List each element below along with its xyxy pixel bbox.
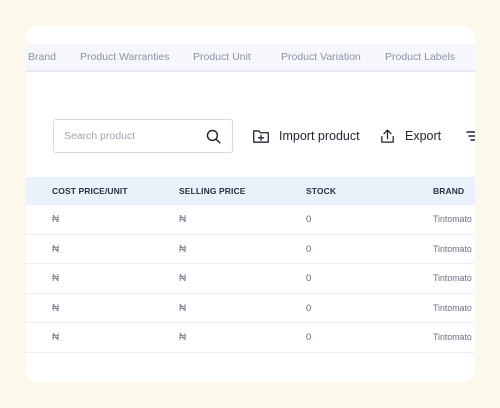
brand-cell: Tintomato <box>433 243 472 254</box>
cost-price-cell: ₦ <box>52 214 60 225</box>
column-header-stock[interactable]: STOCK <box>306 186 337 196</box>
selling-price-cell: ₦ <box>179 214 187 225</box>
stock-cell: 0 <box>306 214 312 225</box>
import-product-button[interactable]: Import product <box>252 126 360 146</box>
search-box <box>53 119 233 153</box>
tab-product-labels[interactable]: Product Labels <box>385 51 456 63</box>
cost-price-cell: ₦ <box>52 302 60 314</box>
cost-price-cell: ₦ <box>52 273 60 285</box>
stock-cell: 0 <box>306 332 312 344</box>
table-row[interactable]: ₦ ₦ 0 Tintomato <box>26 294 475 324</box>
selling-price-cell: ₦ <box>179 273 187 285</box>
tab-product-warranties[interactable]: Product Warranties <box>80 51 170 63</box>
products-panel: Brand Product Warranties Product Unit Pr… <box>26 26 475 382</box>
stock-cell: 0 <box>306 273 312 285</box>
selling-price-cell: ₦ <box>179 332 187 344</box>
selling-price-cell: ₦ <box>179 302 187 314</box>
stock-cell: 0 <box>306 302 312 314</box>
table-row[interactable]: ₦ ₦ 0 Tintomato <box>26 264 475 294</box>
column-header-cost-price[interactable]: COST PRICE/UNIT <box>52 186 128 196</box>
filter-lines-icon <box>466 131 475 141</box>
filter-button[interactable] <box>466 126 475 146</box>
search-icon[interactable] <box>205 128 222 145</box>
tab-product-variation[interactable]: Product Variation <box>281 51 361 63</box>
cost-price-cell: ₦ <box>52 332 60 344</box>
upload-icon <box>381 128 394 143</box>
stock-cell: 0 <box>306 243 312 255</box>
brand-cell: Tintomato <box>433 302 472 313</box>
products-table-body: ₦ ₦ 0 Tintomato ₦ ₦ 0 Tintomato ₦ ₦ 0 Ti… <box>26 205 475 353</box>
tab-product-unit[interactable]: Product Unit <box>193 51 251 63</box>
table-header-row: COST PRICE/UNIT SELLING PRICE STOCK BRAN… <box>26 177 475 205</box>
table-row[interactable]: ₦ ₦ 0 Tintomato <box>26 323 475 353</box>
column-header-brand[interactable]: BRAND <box>433 186 465 196</box>
folder-plus-icon <box>253 130 269 143</box>
column-header-selling-price[interactable]: SELLING PRICE <box>179 186 246 196</box>
import-product-label: Import product <box>279 129 360 143</box>
table-row[interactable]: ₦ ₦ 0 Tintomato <box>26 205 475 235</box>
tab-brand[interactable]: Brand <box>28 51 57 63</box>
cost-price-cell: ₦ <box>52 243 60 255</box>
brand-cell: Tintomato <box>433 273 472 284</box>
export-button[interactable]: Export <box>379 126 441 146</box>
product-settings-tabs: Brand Product Warranties Product Unit Pr… <box>26 44 475 72</box>
brand-cell: Tintomato <box>433 332 472 343</box>
selling-price-cell: ₦ <box>179 243 187 255</box>
export-label: Export <box>405 129 442 143</box>
table-row[interactable]: ₦ ₦ 0 Tintomato <box>26 235 475 265</box>
brand-cell: Tintomato <box>433 214 472 224</box>
search-input[interactable] <box>64 120 194 152</box>
